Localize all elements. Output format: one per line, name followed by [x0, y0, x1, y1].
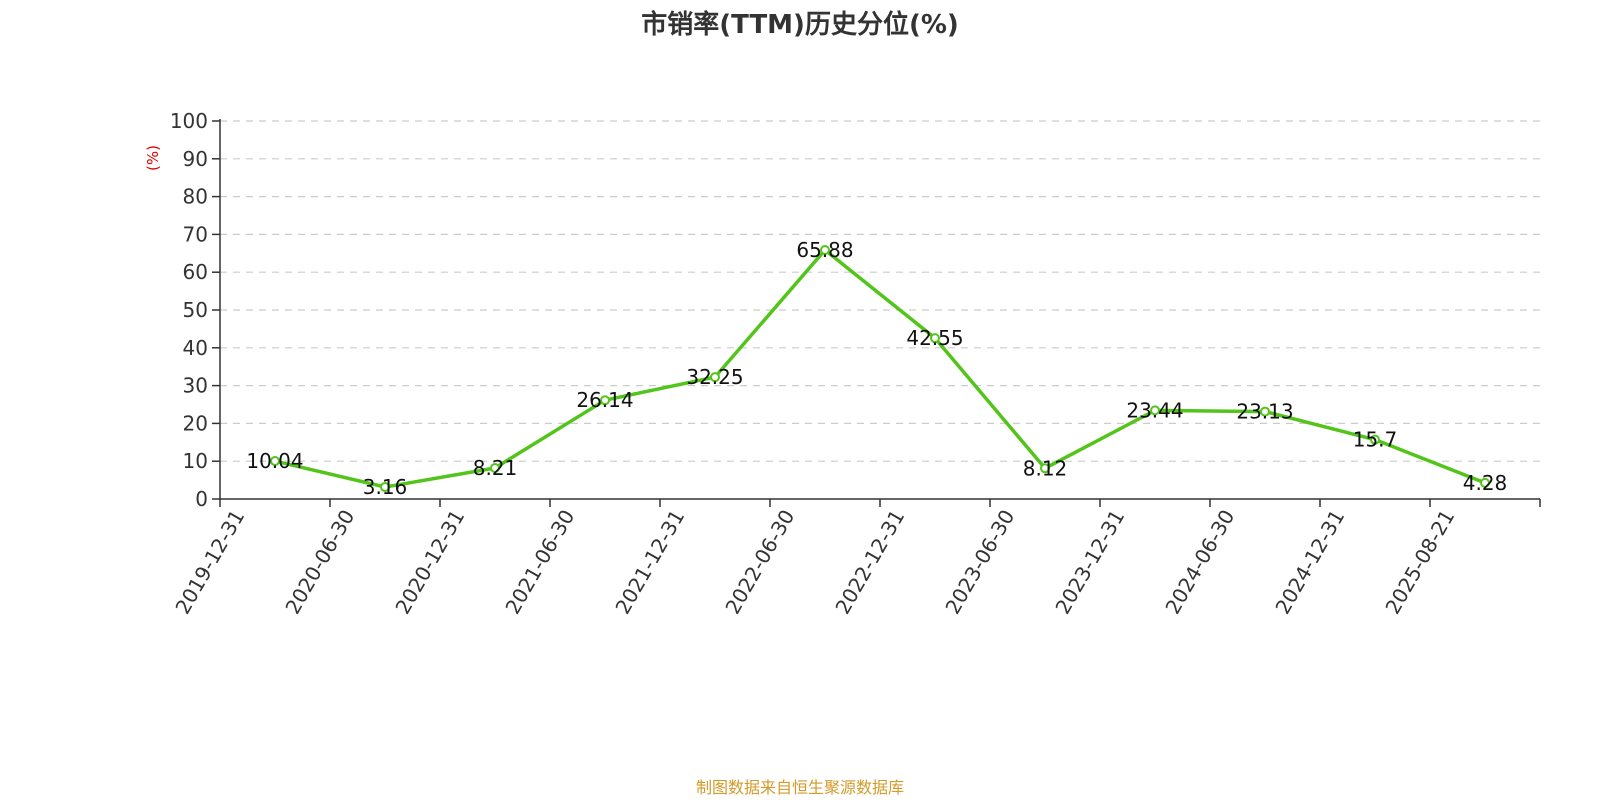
y-axis-ticks: 0 10 20 30 40 50 60 70 80 90 100	[170, 109, 220, 511]
data-label: 8.12	[1023, 456, 1068, 480]
data-point	[1370, 434, 1380, 445]
x-tick-label: 2023-06-30	[940, 506, 1019, 619]
y-tick-label: 40	[183, 336, 208, 360]
y-axis-unit-label: (%)	[144, 145, 162, 171]
data-label: 26.14	[576, 388, 633, 412]
x-tick-label: 2025-08-21	[1380, 506, 1459, 619]
chart-title: 市销率(TTM)历史分位(%)	[641, 10, 959, 40]
data-point	[1150, 405, 1160, 416]
data-point	[1260, 406, 1270, 417]
x-axis-ticks: 2019-12-31 2020-06-30 2020-12-31 2021-06-30…	[170, 499, 1541, 619]
y-tick-label: 10	[183, 449, 208, 473]
x-tick-label: 2019-12-31	[170, 506, 249, 619]
data-point	[380, 482, 390, 493]
data-point	[490, 462, 500, 473]
data-label: 8.21	[473, 456, 518, 480]
x-tick-label: 2024-12-31	[1270, 506, 1349, 619]
x-tick-label: 2022-12-31	[830, 506, 909, 619]
x-tick-label: 2020-12-31	[390, 506, 469, 619]
data-point	[930, 333, 940, 344]
y-tick-label: 60	[183, 260, 208, 284]
x-tick-label: 2020-06-30	[280, 506, 359, 619]
x-tick-label: 2021-06-30	[500, 506, 579, 619]
data-point	[820, 244, 830, 255]
data-label: 23.13	[1236, 400, 1293, 424]
y-tick-label: 90	[183, 147, 208, 171]
source-note: 制图数据来自恒生聚源数据库	[695, 778, 904, 797]
y-tick-label: 30	[183, 374, 208, 398]
data-labels: 10.04 3.16 8.21 26.14 32.25 65.88 42.55 8.12 23.…	[246, 238, 1507, 499]
y-tick-label: 50	[183, 298, 208, 322]
data-label: 23.44	[1126, 398, 1183, 422]
y-tick-label: 20	[183, 411, 208, 435]
data-label: 10.04	[246, 449, 303, 473]
x-tick-label: 2022-06-30	[720, 506, 799, 619]
x-tick-label: 2024-06-30	[1160, 506, 1239, 619]
series-line-group	[270, 244, 1490, 493]
data-point	[1480, 477, 1490, 488]
data-point	[710, 372, 720, 383]
data-label: 3.16	[363, 475, 408, 499]
data-point	[270, 456, 280, 467]
y-tick-label: 80	[183, 185, 208, 209]
data-label: 42.55	[906, 326, 963, 350]
data-point	[600, 395, 610, 406]
data-label: 65.88	[796, 238, 853, 262]
axes	[219, 119, 1540, 500]
y-tick-label: 0	[195, 487, 208, 511]
data-label: 4.28	[1463, 471, 1508, 495]
x-tick-label: 2023-12-31	[1050, 506, 1129, 619]
y-tick-label: 100	[170, 109, 208, 133]
data-label: 32.25	[686, 365, 743, 389]
y-tick-label: 70	[183, 222, 208, 246]
data-label: 15.7	[1353, 428, 1398, 452]
gridlines	[220, 120, 1540, 462]
series-line	[274, 248, 1486, 489]
x-tick-label: 2021-12-31	[610, 506, 689, 619]
data-point	[1040, 463, 1050, 474]
